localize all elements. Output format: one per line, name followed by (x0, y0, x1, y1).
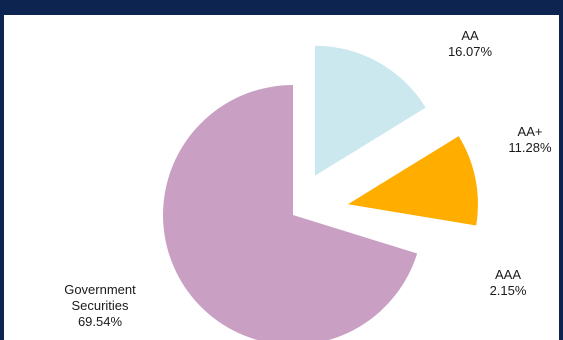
pie-label-aa-: AA+ 11.28% (508, 124, 552, 155)
pie-slice-government-securities (163, 85, 418, 340)
pie-label-government-securities: Government Securities 69.54% (64, 282, 136, 329)
pie-slice-aa- (347, 136, 478, 226)
pie-label-aa: AA 16.07% (448, 28, 493, 59)
chart-frame: AA 16.07% AA+ 11.28% AAA 2.15% Government Secur… (4, 15, 559, 340)
pie-slice-aa (314, 45, 426, 176)
pie-slice-aaa (293, 215, 422, 254)
pie-label-aaa: AAA 2.15% (490, 267, 527, 298)
pie-chart: AA 16.07% AA+ 11.28% AAA 2.15% Government Secur… (64, 28, 552, 340)
